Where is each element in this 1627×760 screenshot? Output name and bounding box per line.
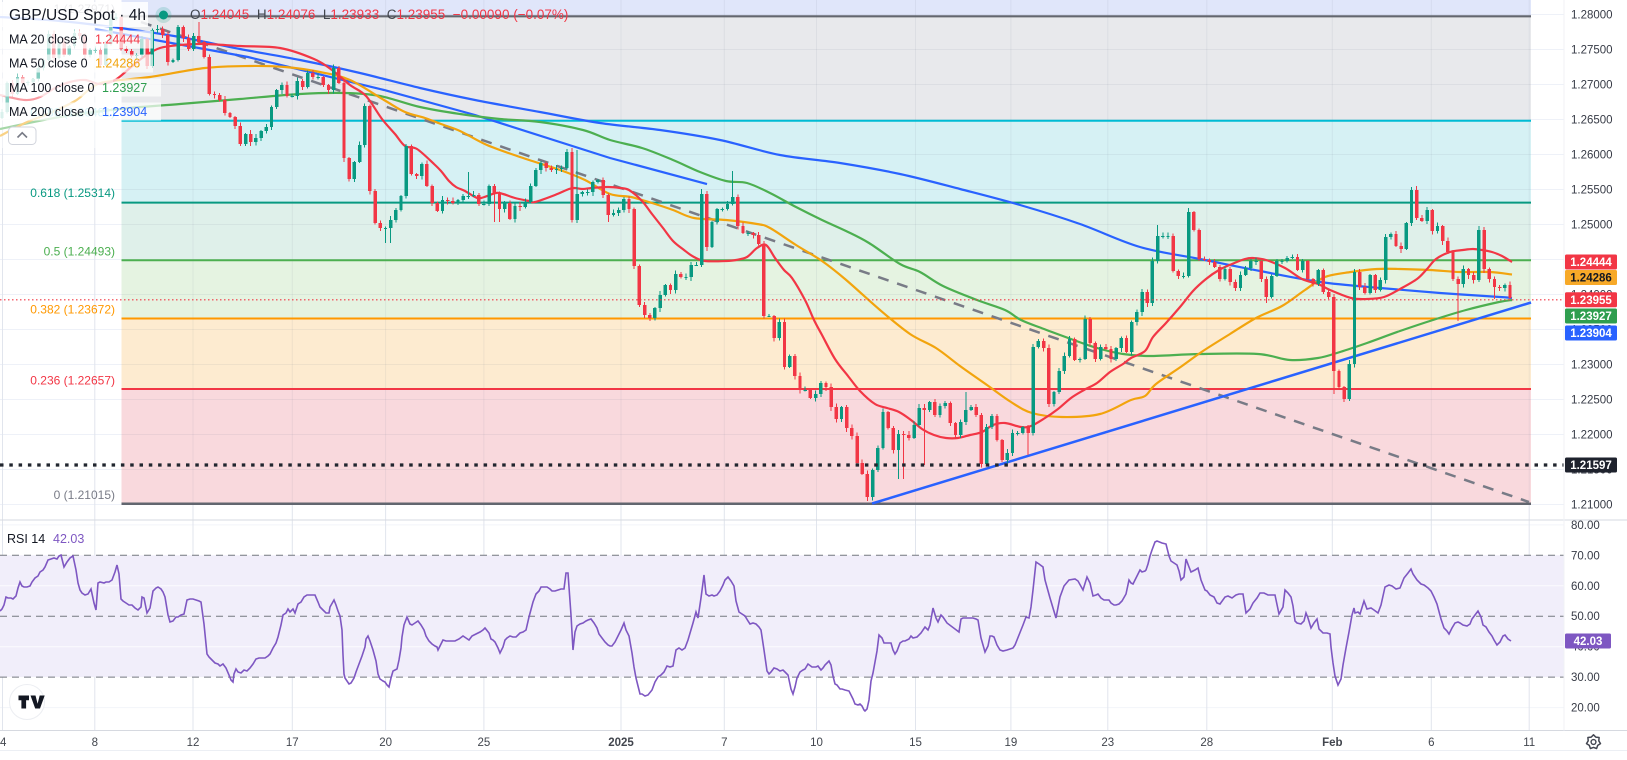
svg-text:20: 20 [379,737,392,749]
svg-text:MA 100 close 0: MA 100 close 0 [9,81,95,95]
svg-text:2025: 2025 [608,737,634,749]
svg-text:0.382 (1.23672): 0.382 (1.23672) [30,303,115,317]
svg-text:1.21000: 1.21000 [1571,500,1613,512]
svg-text:0.5 (1.24493): 0.5 (1.24493) [44,245,115,259]
svg-text:70.00: 70.00 [1571,550,1600,562]
svg-text:Feb: Feb [1322,737,1342,749]
svg-text:1.26000: 1.26000 [1571,150,1613,162]
svg-text:80.00: 80.00 [1571,520,1600,532]
svg-text:1.24444: 1.24444 [1570,257,1612,269]
svg-text:1.24444: 1.24444 [95,33,140,47]
svg-text:15: 15 [909,737,922,749]
svg-text:1.24286: 1.24286 [1570,273,1612,285]
svg-text:0.618 (1.25314): 0.618 (1.25314) [30,186,115,200]
svg-text:1.23955: 1.23955 [1570,295,1612,307]
svg-text:60.00: 60.00 [1571,581,1600,593]
svg-text:O1.24045 H1.24076 L1.23933: O1.24045 H1.24076 L1.23933 C1.23955 −0.0… [190,7,568,22]
svg-text:19: 19 [1005,737,1018,749]
svg-text:10: 10 [810,737,823,749]
svg-text:0.236 (1.22657): 0.236 (1.22657) [30,374,115,388]
svg-text:50.00: 50.00 [1571,611,1600,623]
svg-text:1.25000: 1.25000 [1571,220,1613,232]
svg-text:1.23000: 1.23000 [1571,360,1613,372]
svg-text:MA 50 close 0: MA 50 close 0 [9,57,88,71]
svg-text:1.26500: 1.26500 [1571,115,1613,127]
svg-text:0 (1.21015): 0 (1.21015) [54,488,115,502]
svg-text:12: 12 [187,737,200,749]
svg-text:17: 17 [286,737,299,749]
svg-text:23: 23 [1101,737,1114,749]
svg-text:1.22500: 1.22500 [1571,395,1613,407]
svg-text:7: 7 [721,737,727,749]
svg-text:1.27000: 1.27000 [1571,80,1613,92]
svg-text:6: 6 [1428,737,1434,749]
svg-text:42.03: 42.03 [53,532,84,546]
svg-text:30.00: 30.00 [1571,672,1600,684]
svg-text:20.00: 20.00 [1571,703,1600,715]
svg-text:RSI 14: RSI 14 [7,532,45,546]
svg-text:4: 4 [0,737,7,749]
svg-text:1.23927: 1.23927 [1570,311,1612,323]
svg-text:1.22000: 1.22000 [1571,430,1613,442]
svg-text:1.23927: 1.23927 [102,81,147,95]
svg-text:1.23904: 1.23904 [1570,328,1612,340]
svg-text:1.28000: 1.28000 [1571,10,1613,22]
svg-text:1.25500: 1.25500 [1571,185,1613,197]
svg-text:11: 11 [1523,737,1535,749]
svg-text:25: 25 [478,737,491,749]
svg-text:8: 8 [92,737,98,749]
svg-text:GBP/USD Spot · 4h: GBP/USD Spot · 4h [9,7,146,24]
svg-text:28: 28 [1200,737,1213,749]
svg-text:MA 20 close 0: MA 20 close 0 [9,33,88,47]
svg-text:1.27500: 1.27500 [1571,45,1613,57]
svg-text:1.23904: 1.23904 [102,105,147,119]
svg-text:MA 200 close 0: MA 200 close 0 [9,105,95,119]
svg-text:1.24286: 1.24286 [95,57,140,71]
svg-text:1.21597: 1.21597 [1570,460,1612,472]
svg-text:42.03: 42.03 [1574,636,1603,648]
